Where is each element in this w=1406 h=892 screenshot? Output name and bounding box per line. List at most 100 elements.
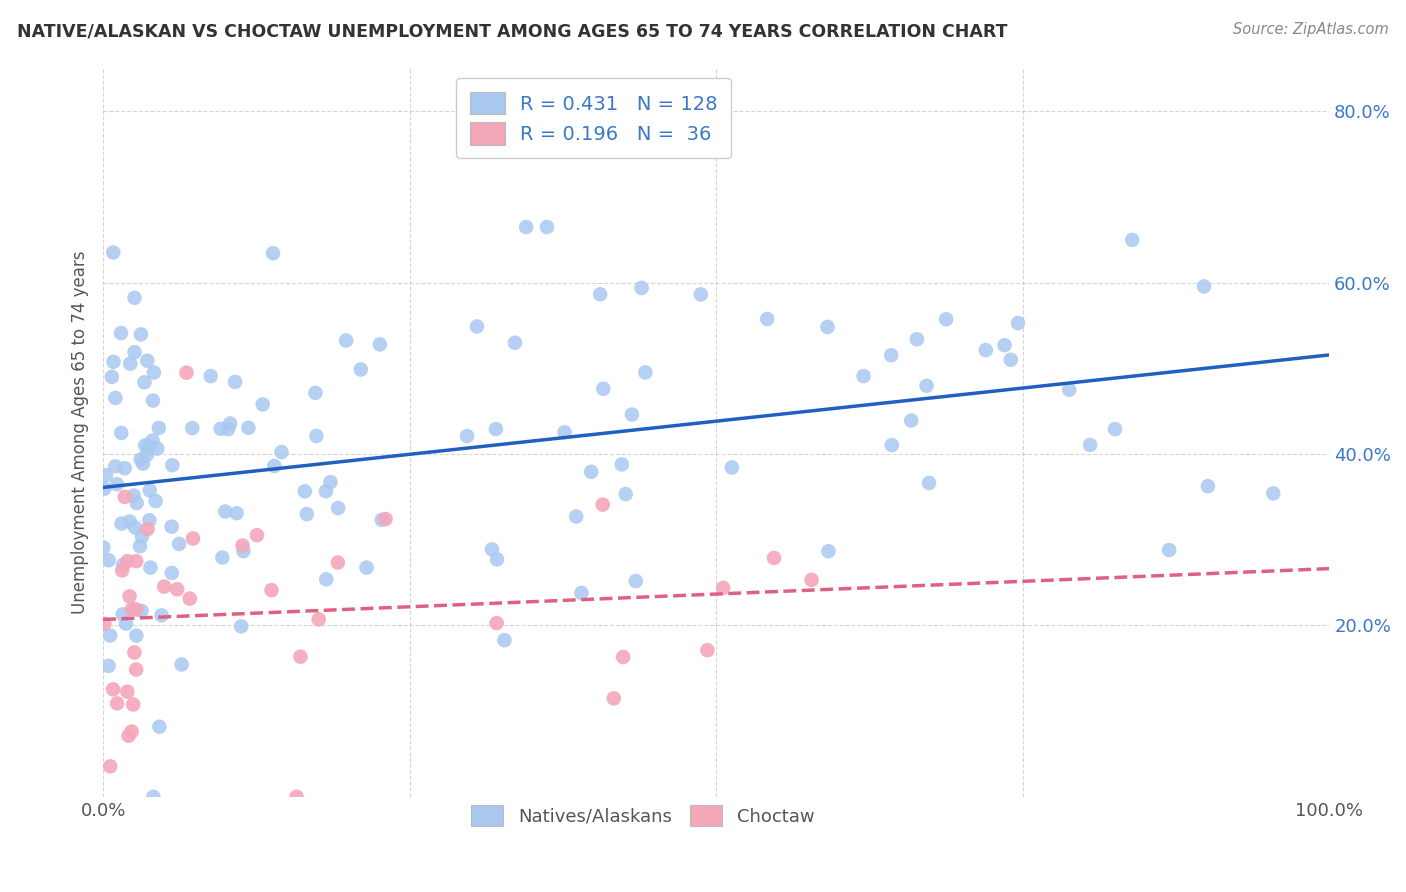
Point bbox=[122, 489, 145, 503]
Point bbox=[105, 697, 128, 711]
Point bbox=[817, 320, 839, 334]
Point bbox=[481, 542, 503, 557]
Point bbox=[93, 616, 115, 631]
Point bbox=[515, 220, 537, 235]
Point bbox=[114, 490, 136, 504]
Point bbox=[935, 312, 957, 326]
Point bbox=[110, 516, 132, 531]
Point bbox=[232, 539, 254, 553]
Point bbox=[134, 376, 156, 390]
Point bbox=[554, 425, 576, 440]
Point bbox=[98, 759, 121, 773]
Point bbox=[142, 789, 165, 804]
Point bbox=[589, 287, 612, 301]
Point bbox=[141, 434, 163, 448]
Point bbox=[880, 438, 903, 452]
Point bbox=[335, 334, 357, 348]
Point bbox=[603, 691, 626, 706]
Point bbox=[117, 684, 139, 698]
Point bbox=[101, 370, 124, 384]
Point bbox=[94, 468, 117, 483]
Point bbox=[905, 332, 928, 346]
Point bbox=[104, 459, 127, 474]
Point bbox=[1104, 422, 1126, 436]
Point bbox=[121, 602, 143, 616]
Point bbox=[915, 378, 938, 392]
Point bbox=[817, 544, 839, 558]
Point bbox=[131, 530, 153, 544]
Point bbox=[136, 448, 159, 462]
Point bbox=[125, 554, 148, 568]
Legend: Natives/Alaskans, Choctaw: Natives/Alaskans, Choctaw bbox=[463, 797, 824, 835]
Point bbox=[153, 580, 176, 594]
Point bbox=[231, 619, 253, 633]
Point bbox=[614, 487, 637, 501]
Point bbox=[238, 421, 260, 435]
Point bbox=[181, 421, 204, 435]
Point bbox=[565, 509, 588, 524]
Point bbox=[176, 366, 198, 380]
Point bbox=[103, 245, 125, 260]
Point bbox=[110, 425, 132, 440]
Point bbox=[139, 483, 162, 498]
Point bbox=[485, 552, 508, 566]
Point bbox=[1197, 479, 1219, 493]
Point bbox=[232, 544, 254, 558]
Point bbox=[209, 422, 232, 436]
Point bbox=[1263, 486, 1285, 500]
Point bbox=[179, 591, 201, 606]
Point bbox=[104, 391, 127, 405]
Point bbox=[456, 429, 478, 443]
Point bbox=[326, 556, 349, 570]
Point bbox=[125, 496, 148, 510]
Point bbox=[262, 246, 284, 260]
Point bbox=[536, 220, 558, 235]
Point bbox=[880, 348, 903, 362]
Point bbox=[326, 501, 349, 516]
Point bbox=[485, 422, 508, 436]
Point bbox=[356, 560, 378, 574]
Point bbox=[1159, 543, 1181, 558]
Point bbox=[711, 581, 734, 595]
Point bbox=[167, 537, 190, 551]
Point bbox=[260, 583, 283, 598]
Point bbox=[319, 475, 342, 489]
Point bbox=[103, 355, 125, 369]
Point bbox=[124, 291, 146, 305]
Point bbox=[465, 319, 488, 334]
Point bbox=[105, 477, 128, 491]
Point bbox=[571, 586, 593, 600]
Point bbox=[689, 287, 711, 301]
Point bbox=[263, 458, 285, 473]
Point bbox=[117, 729, 139, 743]
Point bbox=[125, 663, 148, 677]
Point bbox=[374, 512, 396, 526]
Point bbox=[145, 494, 167, 508]
Point bbox=[121, 724, 143, 739]
Point bbox=[304, 385, 326, 400]
Point bbox=[134, 438, 156, 452]
Point bbox=[763, 551, 786, 566]
Point bbox=[308, 612, 330, 626]
Point bbox=[285, 789, 308, 804]
Point bbox=[350, 362, 373, 376]
Point bbox=[150, 608, 173, 623]
Point bbox=[721, 460, 744, 475]
Point bbox=[129, 539, 152, 553]
Point bbox=[146, 442, 169, 456]
Point bbox=[993, 338, 1015, 352]
Point bbox=[800, 573, 823, 587]
Point bbox=[142, 366, 165, 380]
Point bbox=[136, 522, 159, 536]
Point bbox=[756, 312, 779, 326]
Point bbox=[290, 649, 312, 664]
Point bbox=[270, 445, 292, 459]
Point bbox=[900, 413, 922, 427]
Point bbox=[162, 458, 184, 473]
Point bbox=[111, 607, 134, 622]
Point bbox=[315, 572, 337, 586]
Point bbox=[579, 465, 602, 479]
Point bbox=[200, 369, 222, 384]
Point bbox=[315, 484, 337, 499]
Point bbox=[634, 366, 657, 380]
